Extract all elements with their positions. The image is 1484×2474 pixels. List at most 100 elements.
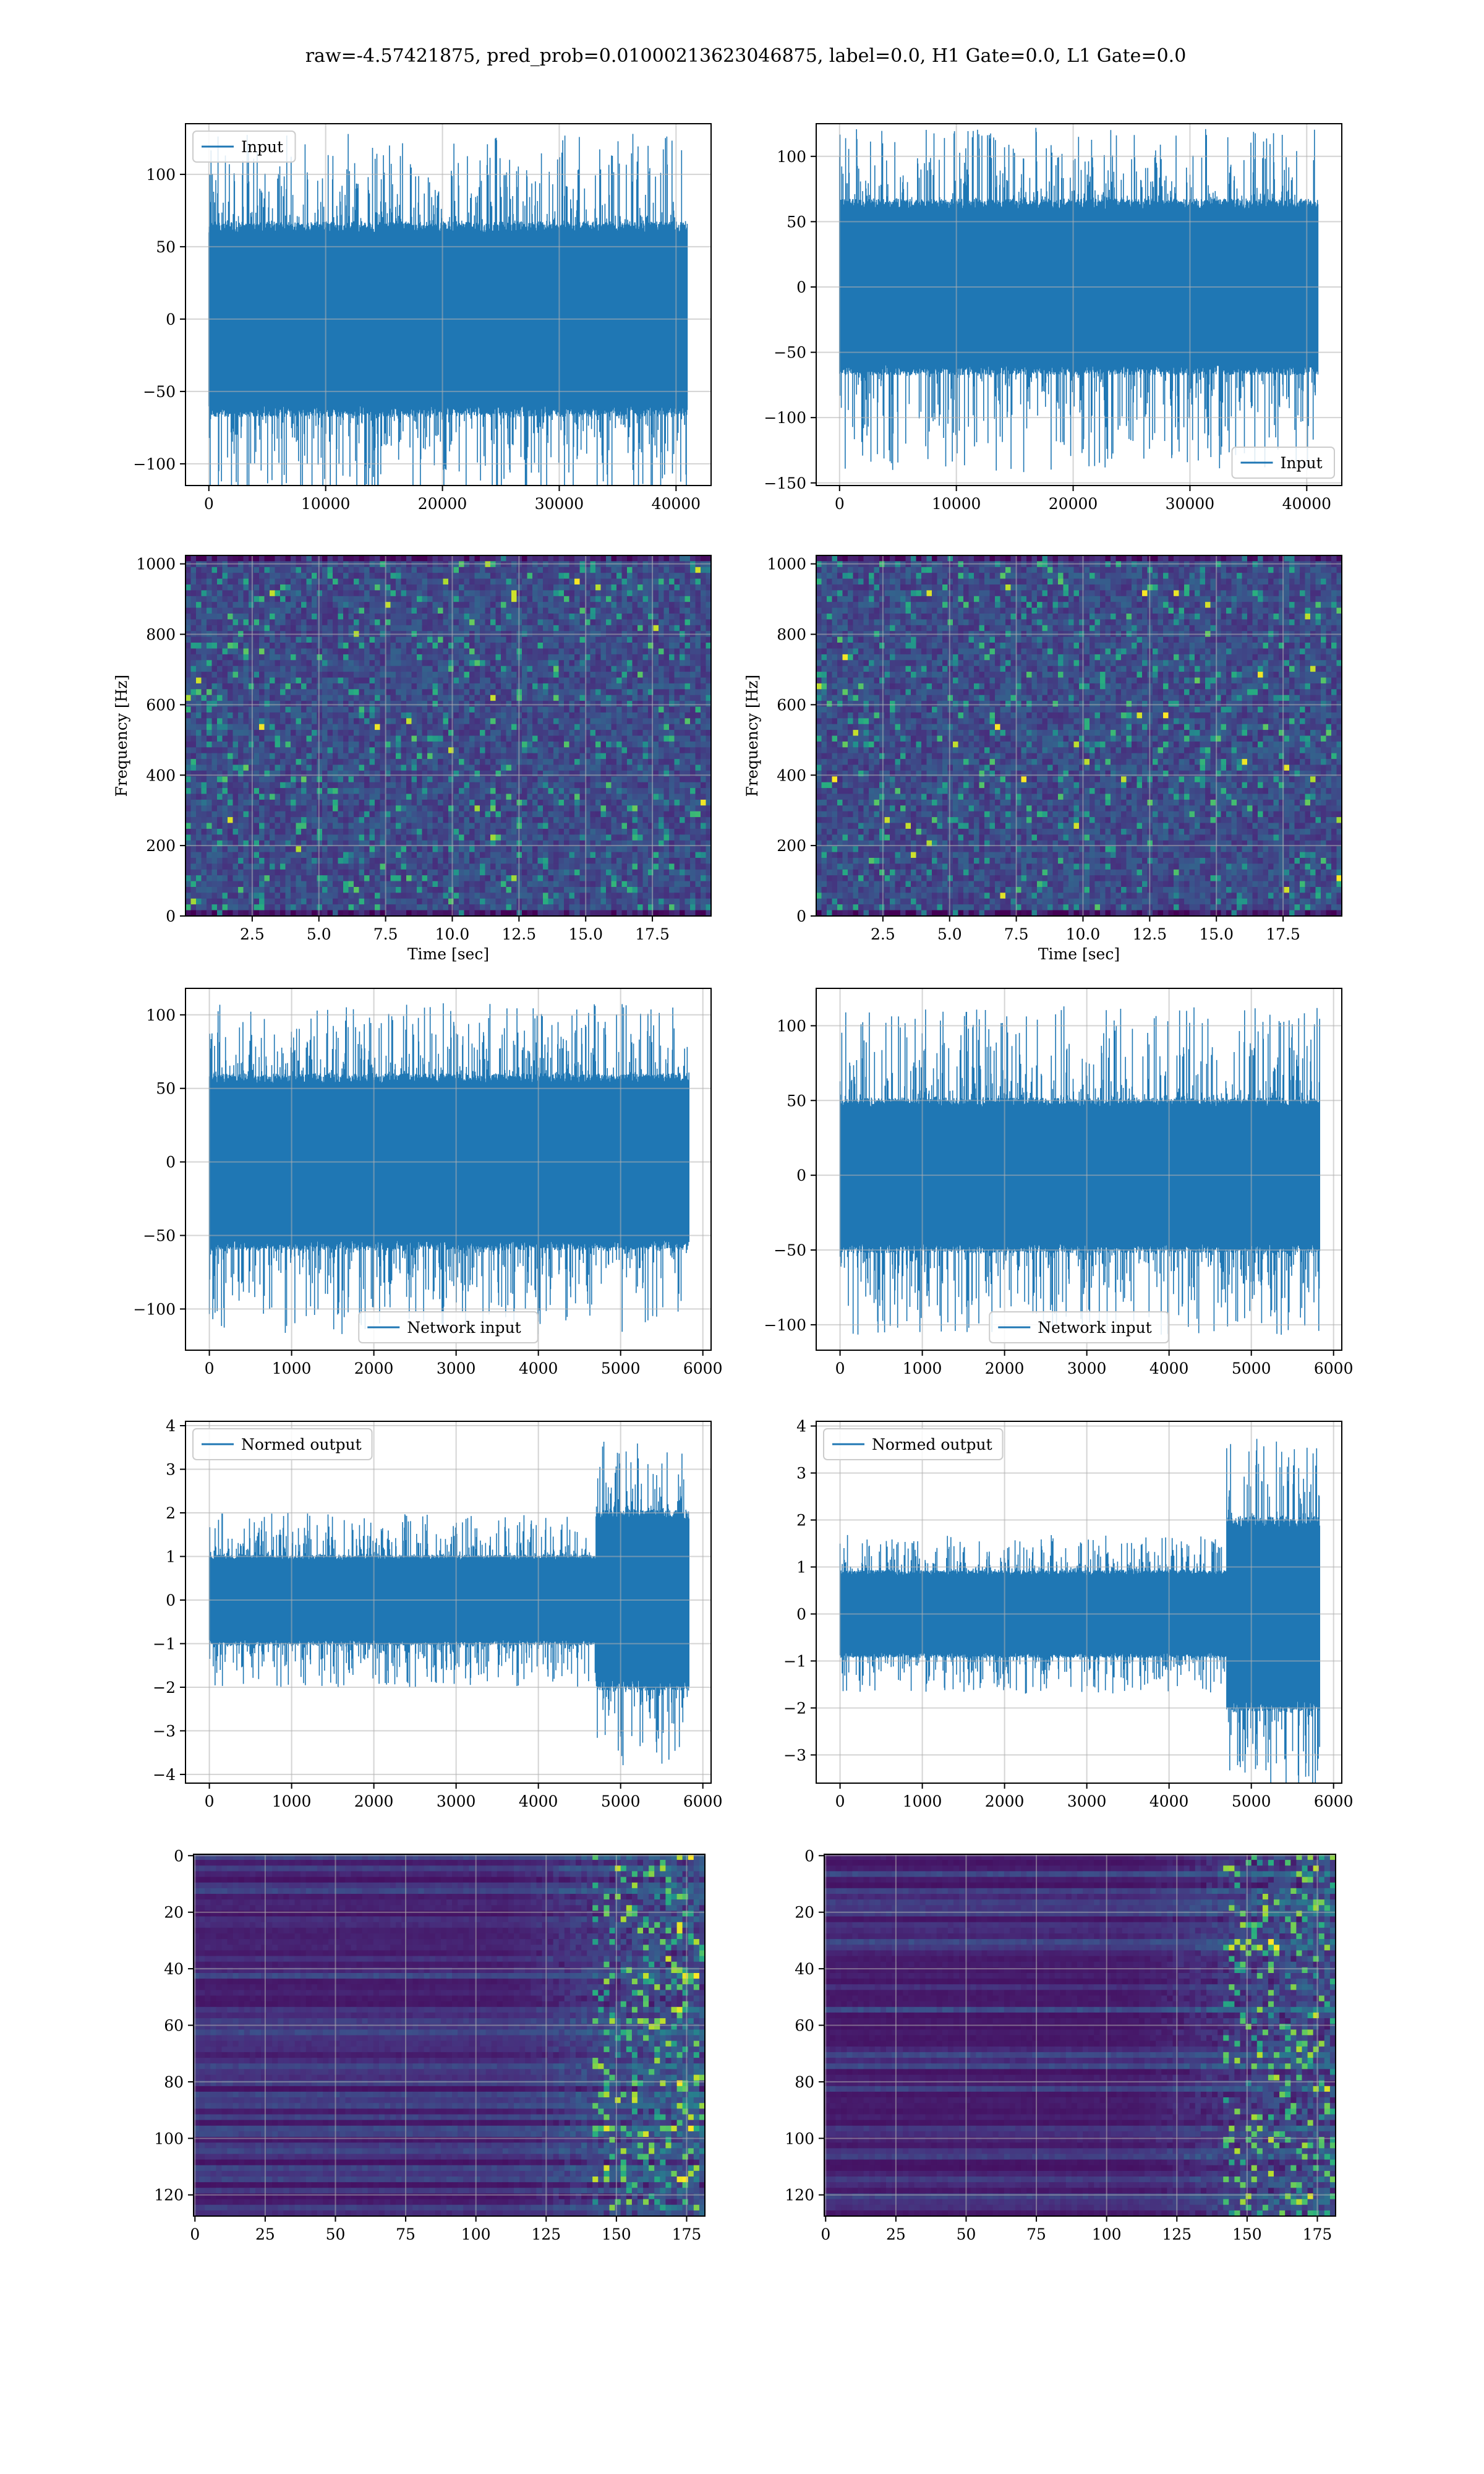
heatmap-cell (422, 799, 428, 806)
heatmap-cell (595, 602, 602, 609)
heatmap-cell (548, 689, 554, 696)
heatmap-cell (537, 799, 544, 806)
heatmap-cell (364, 584, 370, 591)
heatmap-cell (438, 689, 444, 696)
heatmap-cell (432, 666, 438, 672)
heatmap-cell (390, 805, 396, 812)
heatmap-cell (285, 677, 291, 684)
heatmap-cell (285, 584, 291, 591)
heatmap-cell (348, 614, 354, 620)
heatmap-cell (432, 811, 438, 818)
heatmap-cell (275, 834, 281, 841)
heatmap-cell (569, 788, 575, 795)
heatmap-cell (621, 782, 628, 789)
heatmap-cell (327, 590, 333, 597)
heatmap-cell (417, 660, 423, 667)
heatmap-cell (527, 695, 533, 701)
heatmap-cell (280, 724, 286, 730)
heatmap-cell (201, 619, 207, 626)
heatmap-cell (396, 584, 402, 591)
heatmap-cell (380, 799, 386, 806)
heatmap-cell (201, 689, 207, 696)
heatmap-cell (669, 619, 675, 626)
heatmap-cell (511, 677, 518, 684)
heatmap-cell (469, 643, 475, 649)
heatmap-cell (659, 614, 665, 620)
heatmap-cell (585, 834, 591, 841)
heatmap-cell (621, 683, 628, 690)
heatmap-cell (616, 794, 623, 800)
heatmap-cell (490, 782, 497, 789)
heatmap-cell (585, 695, 591, 701)
heatmap-cell (474, 643, 480, 649)
heatmap-cell (490, 573, 497, 580)
heatmap-cell (606, 573, 612, 580)
heatmap-cell (600, 817, 607, 824)
heatmap-cell (401, 730, 407, 737)
heatmap-cell (569, 672, 575, 678)
heatmap-cell (638, 672, 644, 678)
heatmap-cell (695, 602, 701, 609)
heatmap-cell (674, 654, 680, 661)
heatmap-cell (359, 689, 365, 696)
heatmap-cell (280, 683, 286, 690)
heatmap-cell (270, 718, 276, 725)
heatmap-cell (684, 817, 691, 824)
heatmap-cell (207, 596, 213, 602)
heatmap-cell (674, 590, 680, 597)
heatmap-cell (432, 602, 438, 609)
heatmap-cell (495, 701, 501, 708)
heatmap-cell (422, 805, 428, 812)
heatmap-cell (217, 817, 223, 824)
heatmap-cell (590, 648, 596, 655)
heatmap-cell (211, 747, 218, 754)
heatmap-cell (291, 805, 297, 812)
heatmap-cell (659, 747, 665, 754)
heatmap-cell (522, 712, 528, 719)
heatmap-cell (259, 735, 265, 742)
heatmap-cell (611, 584, 617, 591)
heatmap-cell (506, 805, 512, 812)
heatmap-cell (317, 718, 323, 725)
heatmap-cell (401, 782, 407, 789)
heatmap-cell (270, 753, 276, 760)
heatmap-cell (669, 788, 675, 795)
heatmap-cell (490, 590, 497, 597)
heatmap-cell (600, 829, 607, 835)
heatmap-cell (243, 695, 249, 701)
heatmap-cell (464, 811, 470, 818)
heatmap-cell (348, 584, 354, 591)
heatmap-cell (669, 753, 675, 760)
heatmap-cell (312, 829, 318, 835)
heatmap-cell (448, 607, 454, 614)
heatmap-cell (406, 567, 412, 573)
heatmap-cell (201, 712, 207, 719)
heatmap-cell (632, 555, 638, 562)
heatmap-cell (695, 730, 701, 737)
heatmap-cell (648, 794, 654, 800)
heatmap-cell (396, 689, 402, 696)
heatmap-cell (495, 648, 501, 655)
heatmap-cell (543, 817, 549, 824)
heatmap-cell (627, 764, 633, 771)
heatmap-cell (558, 701, 565, 708)
heatmap-cell (285, 730, 291, 737)
heatmap-cell (684, 695, 691, 701)
heatmap-cell (653, 764, 659, 771)
heatmap-cell (564, 578, 570, 585)
heatmap-cell (390, 834, 396, 841)
heatmap-cell (522, 602, 528, 609)
heatmap-cell (611, 817, 617, 824)
heatmap-cell (448, 817, 454, 824)
heatmap-cell (254, 619, 260, 626)
heatmap-cell (638, 718, 644, 725)
heatmap-cell (354, 643, 360, 649)
heatmap-cell (480, 555, 486, 562)
heatmap-cell (684, 701, 691, 708)
heatmap-cell (322, 654, 328, 661)
heatmap-cell (564, 689, 570, 696)
heatmap-cell (228, 741, 234, 748)
heatmap-cell (190, 567, 197, 573)
heatmap-cell (238, 695, 244, 701)
heatmap-cell (385, 654, 391, 661)
